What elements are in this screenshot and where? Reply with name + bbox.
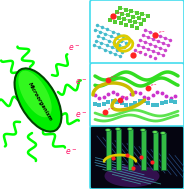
Ellipse shape	[105, 129, 111, 131]
Ellipse shape	[115, 128, 121, 130]
Bar	[105, 130, 111, 170]
Text: $e^-$: $e^-$	[150, 82, 157, 89]
Text: $e^-$: $e^-$	[136, 49, 144, 56]
Text: $e^-$: $e^-$	[158, 29, 166, 36]
Text: $e^-$: $e^-$	[110, 74, 117, 81]
FancyBboxPatch shape	[90, 63, 184, 127]
Text: $e^-$: $e^-$	[122, 94, 129, 101]
Text: $e^-$: $e^-$	[75, 77, 87, 87]
Bar	[128, 129, 132, 170]
Text: $e^-$: $e^-$	[107, 106, 114, 113]
Bar	[153, 132, 158, 170]
Bar	[116, 129, 121, 170]
Ellipse shape	[140, 129, 146, 131]
Bar	[141, 130, 146, 170]
Ellipse shape	[18, 71, 52, 117]
Ellipse shape	[152, 131, 158, 133]
Text: $e^-$: $e^-$	[116, 10, 124, 17]
Bar	[160, 133, 165, 170]
Ellipse shape	[127, 128, 133, 130]
Text: $e^-$: $e^-$	[68, 43, 80, 53]
Text: $e^-$: $e^-$	[75, 110, 87, 120]
Text: Microorganism: Microorganism	[27, 82, 53, 122]
FancyBboxPatch shape	[90, 126, 184, 189]
Text: $e^-$: $e^-$	[65, 147, 77, 157]
Ellipse shape	[105, 165, 160, 187]
FancyBboxPatch shape	[90, 0, 184, 64]
Ellipse shape	[15, 68, 61, 132]
Ellipse shape	[160, 132, 166, 134]
